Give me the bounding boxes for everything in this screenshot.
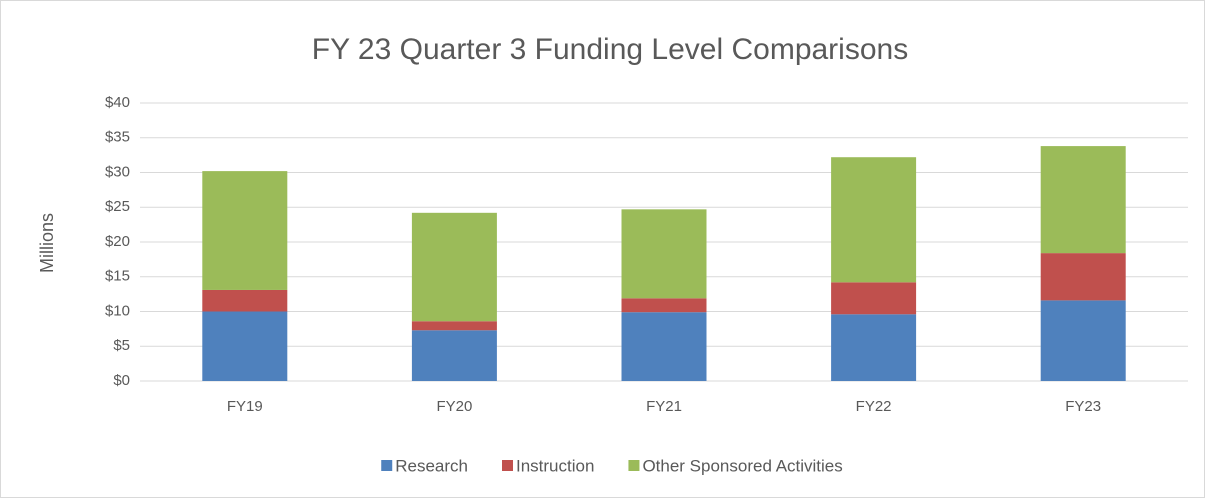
bar-segment xyxy=(1040,300,1126,381)
y-tick-label: $0 xyxy=(113,372,130,389)
x-tick-label: FY23 xyxy=(1065,398,1101,415)
bar-segment xyxy=(621,209,707,299)
x-tick-label: FY21 xyxy=(646,398,682,415)
bar-segment xyxy=(202,171,288,290)
bar-segment xyxy=(831,314,917,381)
y-tick-label: $20 xyxy=(105,233,130,250)
bar-segment xyxy=(621,298,707,313)
legend-swatch xyxy=(502,460,513,471)
bar-segment xyxy=(202,289,288,312)
y-tick-label: $25 xyxy=(105,198,130,215)
y-tick-label: $15 xyxy=(105,268,130,285)
bar-segment xyxy=(831,282,917,315)
legend-label: Other Sponsored Activities xyxy=(642,456,842,475)
legend-label: Research xyxy=(395,456,468,475)
y-tick-label: $30 xyxy=(105,163,130,180)
bar-segment xyxy=(411,321,497,331)
y-tick-label: $10 xyxy=(105,302,130,319)
bar-segment xyxy=(202,311,288,381)
x-tick-label: FY20 xyxy=(436,398,472,415)
x-tick-label: FY22 xyxy=(856,398,892,415)
bar-segment xyxy=(1040,253,1126,301)
bar-segment xyxy=(411,212,497,322)
bar-segment xyxy=(411,330,497,381)
chart-title: FY 23 Quarter 3 Funding Level Comparison… xyxy=(312,33,908,66)
y-tick-label: $5 xyxy=(113,337,130,354)
bar-segment xyxy=(621,312,707,381)
legend-swatch xyxy=(381,460,393,471)
legend-label: Instruction xyxy=(516,456,594,475)
y-tick-label: $35 xyxy=(105,129,130,146)
y-axis-label: Millions xyxy=(37,213,57,273)
bar-segment xyxy=(1040,146,1126,254)
bar-segment xyxy=(831,157,917,283)
legend-swatch xyxy=(628,460,640,471)
x-tick-label: FY19 xyxy=(227,398,263,415)
y-tick-label: $40 xyxy=(105,94,130,111)
